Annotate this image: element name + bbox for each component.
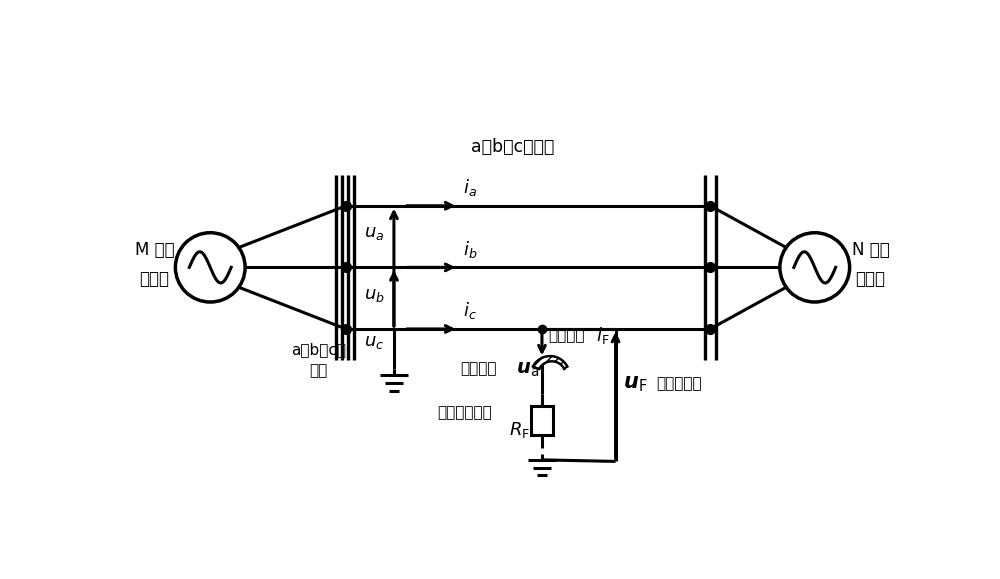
Text: $R_\mathrm{F}$: $R_\mathrm{F}$ [509, 420, 530, 440]
Text: 値系统: 値系统 [139, 270, 169, 288]
Text: a、b、c相: a、b、c相 [291, 342, 346, 357]
Text: $i_c$: $i_c$ [463, 301, 477, 321]
Text: $i_b$: $i_b$ [463, 239, 477, 259]
Text: 故障点电压: 故障点电压 [656, 376, 702, 391]
Text: M 侧等: M 侧等 [135, 241, 174, 259]
Text: N 侧等: N 侧等 [852, 241, 889, 259]
Text: 电弧电压: 电弧电压 [461, 361, 497, 376]
Text: $u_b$: $u_b$ [364, 286, 385, 304]
Polygon shape [533, 356, 567, 369]
Text: $u_c$: $u_c$ [364, 333, 385, 351]
Text: 故障电流: 故障电流 [548, 328, 585, 343]
Text: $\boldsymbol{u}_\mathrm{F}$: $\boldsymbol{u}_\mathrm{F}$ [623, 373, 648, 394]
Text: 电压: 电压 [310, 363, 328, 378]
Text: $\boldsymbol{u}_\mathrm{a}$: $\boldsymbol{u}_\mathrm{a}$ [516, 360, 540, 379]
Text: a、b、c相电流: a、b、c相电流 [471, 138, 554, 156]
Text: $i_a$: $i_a$ [463, 177, 477, 198]
FancyBboxPatch shape [531, 406, 553, 435]
Text: 値系统: 値系统 [856, 270, 886, 288]
Text: $i_\mathrm{F}$: $i_\mathrm{F}$ [596, 325, 610, 346]
Text: 固定接地电阵: 固定接地电阵 [437, 405, 492, 420]
Text: $u_a$: $u_a$ [364, 225, 385, 243]
